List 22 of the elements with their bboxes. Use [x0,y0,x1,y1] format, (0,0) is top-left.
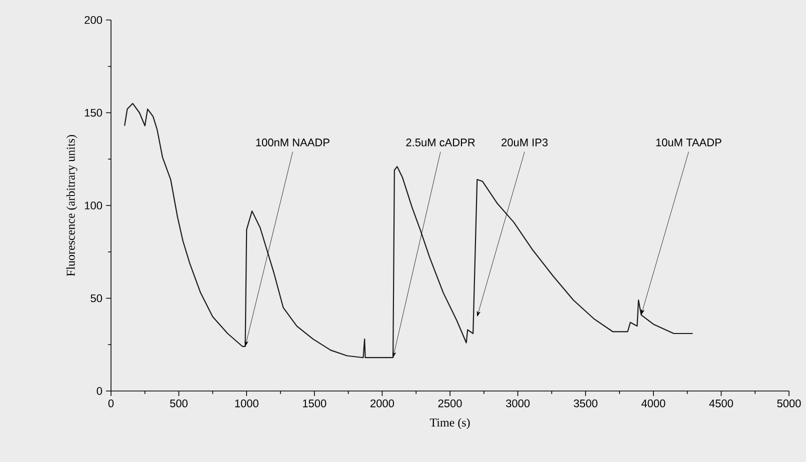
annotation: 10uM TAADP [656,138,722,146]
x-tick-label: 2500 [438,400,462,408]
y-tick-label: 0 [96,387,102,395]
annotation: 2.5uM cADPR [406,138,475,146]
x-tick-label: 3000 [506,400,530,408]
x-tick-label: 4000 [641,400,666,408]
x-tick-label: 5000 [777,400,801,408]
y-tick-label: 100 [84,202,102,210]
annotation: 100nM NAADP [256,138,330,146]
x-tick-label: 1500 [303,400,326,408]
annotation: 20uM IP3 [502,138,548,146]
y-tick-label: 200 [84,16,102,24]
x-tick-label: 4500 [709,400,734,408]
y-tick-label: 150 [84,108,102,117]
y-tick-label: 50 [90,294,102,302]
y-axis-title: Fluorescence (arbitrary units) [66,135,78,276]
x-tick-label: 1000 [235,400,258,408]
x-axis-title: Time (s) [430,418,470,430]
x-tick-label: 2000 [370,400,394,408]
x-tick-label: 500 [170,400,188,408]
x-tick-label: 0 [108,400,114,408]
x-tick-label: 3500 [574,400,598,408]
